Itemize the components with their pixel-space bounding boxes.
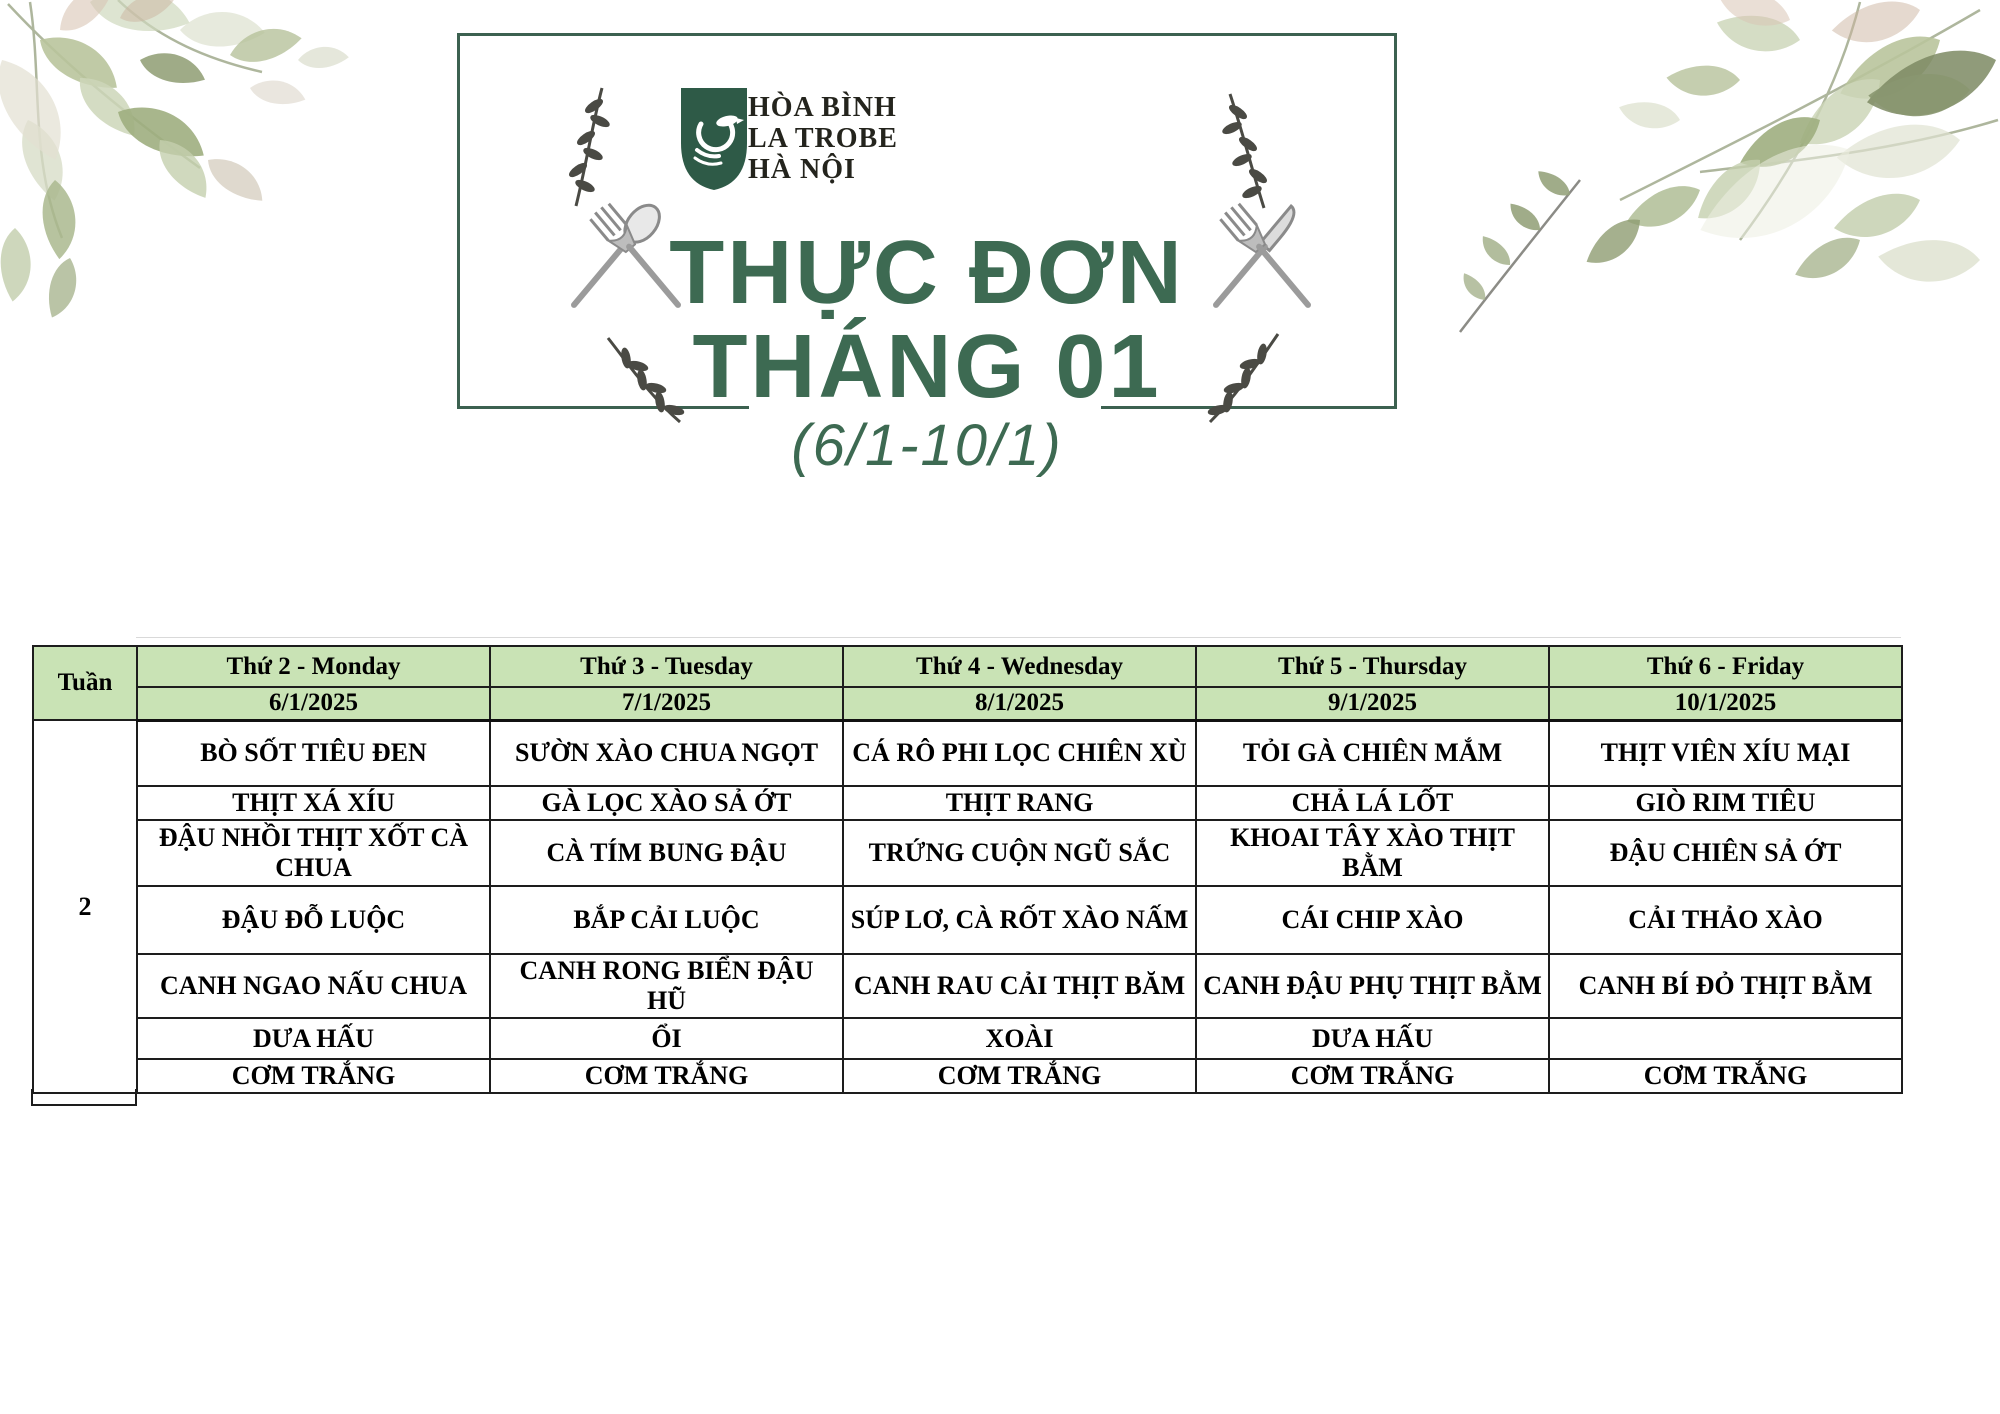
menu-cell: CANH ĐẬU PHỤ THỊT BẰM: [1195, 953, 1550, 1019]
menu-cell: THỊT VIÊN XÍU MẠI: [1548, 719, 1903, 787]
date-header-monday: 6/1/2025: [136, 686, 491, 722]
menu-cell: GIÒ RIM TIÊU: [1548, 785, 1903, 821]
menu-cell: DƯA HẤU: [136, 1017, 491, 1060]
menu-cell: CANH BÍ ĐỎ THỊT BẰM: [1548, 953, 1903, 1019]
menu-cell: SƯỜN XÀO CHUA NGỌT: [489, 719, 844, 787]
menu-cell: THỊT RANG: [842, 785, 1197, 821]
menu-cell: ĐẬU ĐỖ LUỘC: [136, 885, 491, 955]
menu-cell: CƠM TRẮNG: [842, 1058, 1197, 1094]
menu-title-line1: THỰC ĐƠN: [669, 223, 1185, 323]
menu-title-line2: THÁNG 01: [692, 317, 1162, 417]
brand-line-1: HÒA BÌNH: [748, 92, 897, 123]
date-header-tuesday: 7/1/2025: [489, 686, 844, 722]
brand-line-2: LA TROBE: [748, 123, 898, 154]
menu-cell: ỔI: [489, 1017, 844, 1060]
menu-cell: CƠM TRẮNG: [1548, 1058, 1903, 1094]
date-header-thursday: 9/1/2025: [1195, 686, 1550, 722]
menu-cell: CÀ TÍM BUNG ĐẬU: [489, 819, 844, 887]
menu-cell: CANH RAU CẢI THỊT BĂM: [842, 953, 1197, 1019]
frame-bottom-left-segment: [457, 406, 749, 409]
menu-cell: CƠM TRẮNG: [136, 1058, 491, 1094]
day-header-friday: Thứ 6 - Friday: [1548, 645, 1903, 688]
menu-cell: CANH RONG BIỂN ĐẬU HŨ: [489, 953, 844, 1019]
day-header-tuesday: Thứ 3 - Tuesday: [489, 645, 844, 688]
brand-line-3: HÀ NỘI: [748, 154, 856, 185]
menu-cell: XOÀI: [842, 1017, 1197, 1060]
menu-cell: ĐẬU NHỒI THỊT XỐT CÀ CHUA: [136, 819, 491, 887]
date-header-wednesday: 8/1/2025: [842, 686, 1197, 722]
menu-cell: CÁ RÔ PHI LỌC CHIÊN XÙ: [842, 719, 1197, 787]
menu-cell: BẮP CẢI LUỘC: [489, 885, 844, 955]
grid-artifact-line: [31, 1104, 137, 1106]
menu-cell: KHOAI TÂY XÀO THỊT BẰM: [1195, 819, 1550, 887]
day-header-monday: Thứ 2 - Monday: [136, 645, 491, 688]
bird-in-shield-icon: [681, 88, 747, 190]
menu-cell: TRỨNG CUỘN NGŨ SẮC: [842, 819, 1197, 887]
brand-name: HÒA BÌNH LA TROBE HÀ NỘI: [748, 92, 898, 185]
menu-cell: CANH NGAO NẤU CHUA: [136, 953, 491, 1019]
day-header-wednesday: Thứ 4 - Wednesday: [842, 645, 1197, 688]
menu-cell: CÁI CHIP XÀO: [1195, 885, 1550, 955]
menu-table: Tuần Thứ 2 - Monday Thứ 3 - Tuesday Thứ …: [32, 645, 1903, 1094]
menu-cell: THỊT XÁ XÍU: [136, 785, 491, 821]
menu-cell: GÀ LỌC XÀO SẢ ỚT: [489, 785, 844, 821]
week-number: 2: [32, 719, 138, 1094]
date-header-friday: 10/1/2025: [1548, 686, 1903, 722]
menu-cell: CẢI THẢO XÀO: [1548, 885, 1903, 955]
menu-cell: SÚP LƠ, CÀ RỐT XÀO NẤM: [842, 885, 1197, 955]
week-label: Tuần: [32, 645, 138, 721]
menu-cell: CƠM TRẮNG: [1195, 1058, 1550, 1094]
grid-artifact-line: [135, 1089, 137, 1106]
menu-date-range: (6/1-10/1): [791, 413, 1063, 478]
menu-cell: DƯA HẤU: [1195, 1017, 1550, 1060]
menu-cell: BÒ SỐT TIÊU ĐEN: [136, 719, 491, 787]
menu-table-wrap: Tuần Thứ 2 - Monday Thứ 3 - Tuesday Thứ …: [32, 645, 1903, 1094]
grid-artifact-line: [136, 637, 1901, 638]
menu-cell: CƠM TRẮNG: [489, 1058, 844, 1094]
leaves-decoration-top-left: [0, 0, 350, 320]
menu-cell: ĐẬU CHIÊN SẢ ỚT: [1548, 819, 1903, 887]
menu-cell: TỎI GÀ CHIÊN MẮM: [1195, 719, 1550, 787]
menu-cell: CHẢ LÁ LỐT: [1195, 785, 1550, 821]
grid-artifact-line: [31, 1089, 33, 1106]
day-header-thursday: Thứ 5 - Thursday: [1195, 645, 1550, 688]
menu-header-frame: HÒA BÌNH LA TROBE HÀ NỘI THỰC ĐƠN THÁNG …: [457, 33, 1397, 424]
menu-cell: [1548, 1017, 1903, 1060]
menu-title: THỰC ĐƠN THÁNG 01: [460, 226, 1394, 414]
